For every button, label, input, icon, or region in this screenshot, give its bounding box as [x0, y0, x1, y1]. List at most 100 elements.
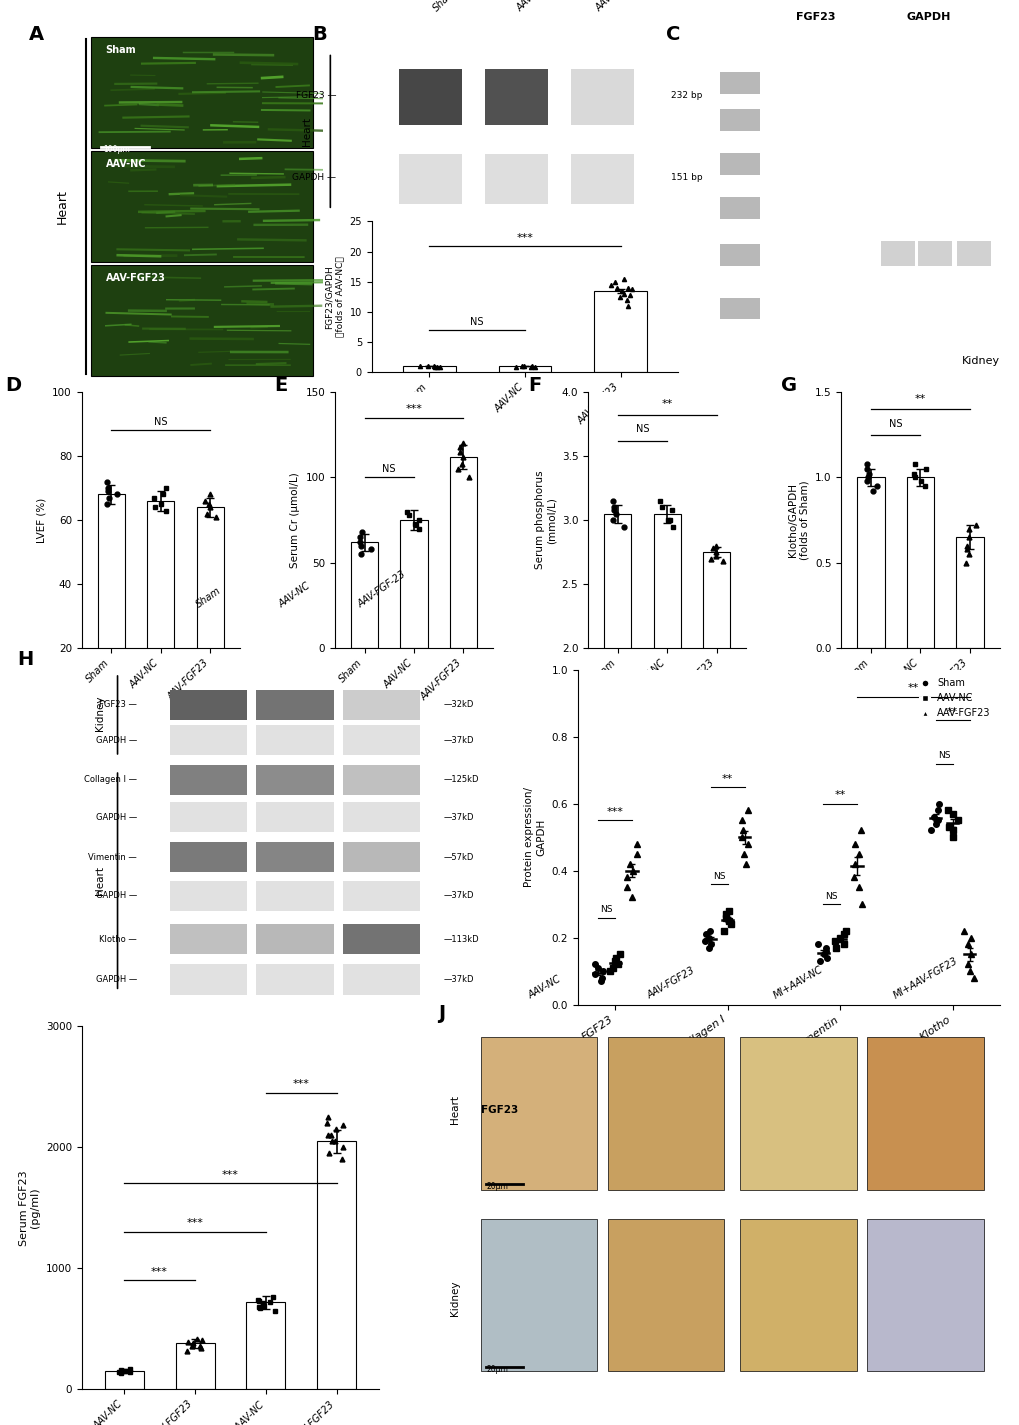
Text: Kidney: Kidney [449, 1281, 460, 1317]
Bar [719, 298, 759, 319]
Y-axis label: Serum FGF23
(pg/ml): Serum FGF23 (pg/ml) [18, 1170, 40, 1245]
Legend: Sham, AAV-NC, AAV-FGF23: Sham, AAV-NC, AAV-FGF23 [915, 674, 994, 722]
Text: GAPDH —: GAPDH — [96, 812, 137, 822]
Bar [91, 37, 313, 148]
Text: **: ** [914, 393, 925, 403]
Text: **: ** [907, 683, 918, 693]
Text: AAV-NC: AAV-NC [514, 0, 546, 13]
Text: 20μm: 20μm [486, 1365, 507, 1374]
Bar [917, 241, 951, 266]
Text: GAPDH —: GAPDH — [96, 891, 137, 901]
Bar [147, 502, 174, 712]
Text: 100μm: 100μm [103, 145, 129, 154]
Bar [956, 537, 982, 648]
Text: —37kD: —37kD [443, 812, 474, 822]
Text: D: D [6, 376, 21, 396]
Bar [105, 1371, 144, 1389]
Text: GAPDH: GAPDH [906, 11, 951, 21]
Text: NS: NS [635, 425, 649, 435]
Text: —37kD: —37kD [443, 975, 474, 985]
Text: Sham: Sham [431, 0, 458, 13]
Text: ***: *** [406, 405, 422, 415]
Text: **: ** [661, 399, 673, 409]
Text: F: F [528, 376, 541, 396]
Bar [256, 965, 333, 995]
Bar [702, 553, 730, 905]
Text: AAV-NC: AAV-NC [106, 158, 146, 168]
Bar [498, 366, 551, 372]
Bar [247, 1302, 285, 1389]
Text: Collagen I —: Collagen I — [84, 775, 137, 784]
Text: 200bp: 200bp [687, 249, 711, 258]
Bar [342, 802, 420, 832]
Text: kidney: kidney [781, 168, 822, 182]
Bar [403, 366, 455, 372]
Bar [449, 457, 477, 648]
Bar [342, 842, 420, 872]
Text: NS: NS [712, 872, 725, 881]
Text: AAV-FGF23: AAV-FGF23 [594, 0, 638, 13]
Text: 232 bp: 232 bp [671, 91, 702, 100]
Y-axis label: Serum Cr (μmol/L): Serum Cr (μmol/L) [289, 472, 300, 569]
Text: Klotho —: Klotho — [99, 935, 137, 943]
Text: Kidney: Kidney [961, 356, 999, 366]
Bar [169, 802, 247, 832]
Bar [342, 965, 420, 995]
Text: MI+AAV-FGF23: MI+AAV-FGF23 [891, 956, 959, 1000]
Bar [342, 881, 420, 911]
Bar [719, 197, 759, 219]
Text: Kidney: Kidney [95, 695, 105, 731]
Text: ***: *** [292, 1079, 310, 1089]
Bar [603, 514, 631, 905]
Text: B: B [312, 26, 326, 44]
Bar [571, 154, 633, 204]
Bar [256, 842, 333, 872]
Bar [197, 507, 223, 712]
Text: FGF23: FGF23 [480, 1104, 518, 1114]
Text: GAPDH —: GAPDH — [96, 735, 137, 745]
Text: Heart: Heart [303, 117, 312, 145]
Text: NS: NS [889, 419, 902, 429]
Bar [398, 68, 462, 125]
Bar [169, 925, 247, 955]
Text: Sham: Sham [106, 44, 137, 54]
Text: E: E [274, 376, 287, 396]
Text: Sham: Sham [194, 586, 222, 610]
Bar [342, 690, 420, 720]
Bar [594, 291, 646, 372]
Bar [866, 1218, 982, 1371]
Text: —32kD: —32kD [443, 701, 474, 710]
Y-axis label: Serum phosphorus
(mmol/L): Serum phosphorus (mmol/L) [534, 470, 555, 570]
Bar [880, 241, 914, 266]
Bar [91, 151, 313, 262]
Text: **: ** [721, 774, 733, 784]
Bar [342, 725, 420, 755]
Text: Heart: Heart [95, 866, 105, 895]
Text: NS: NS [470, 316, 483, 326]
Text: H: H [17, 650, 34, 668]
Text: FGF23 —: FGF23 — [99, 701, 137, 710]
Bar [740, 1218, 856, 1371]
Text: —113kD: —113kD [443, 935, 479, 943]
Bar [400, 520, 427, 648]
Text: 151 bp: 151 bp [671, 172, 702, 182]
Text: MI+AAV-NC: MI+AAV-NC [771, 965, 824, 1000]
Text: 300bp: 300bp [687, 202, 711, 211]
Text: NS: NS [824, 892, 838, 901]
Text: G: G [781, 376, 797, 396]
Text: **: ** [947, 707, 958, 717]
Bar [169, 765, 247, 795]
Bar [719, 71, 759, 94]
Y-axis label: Klotho/GAPDH
(folds of Sham): Klotho/GAPDH (folds of Sham) [787, 480, 809, 560]
Text: 700bp: 700bp [687, 114, 711, 124]
Text: —37kD: —37kD [443, 891, 474, 901]
Bar [351, 543, 378, 648]
Bar [607, 1218, 723, 1371]
Bar [256, 690, 333, 720]
Text: 20μm: 20μm [486, 1181, 507, 1191]
Text: AAV-NC: AAV-NC [277, 580, 312, 610]
Text: AAV-FGF23: AAV-FGF23 [106, 272, 165, 282]
Text: AAV-FGF23: AAV-FGF23 [645, 965, 696, 1000]
Bar [342, 925, 420, 955]
Bar [342, 765, 420, 795]
